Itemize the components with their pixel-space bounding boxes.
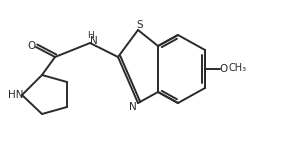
Text: CH₃: CH₃ [229,63,247,73]
Text: N: N [90,36,98,46]
Text: O: O [220,64,228,74]
Text: H: H [88,31,94,39]
Text: S: S [137,20,143,30]
Text: HN: HN [8,90,24,100]
Text: N: N [129,102,137,112]
Text: O: O [27,41,35,51]
